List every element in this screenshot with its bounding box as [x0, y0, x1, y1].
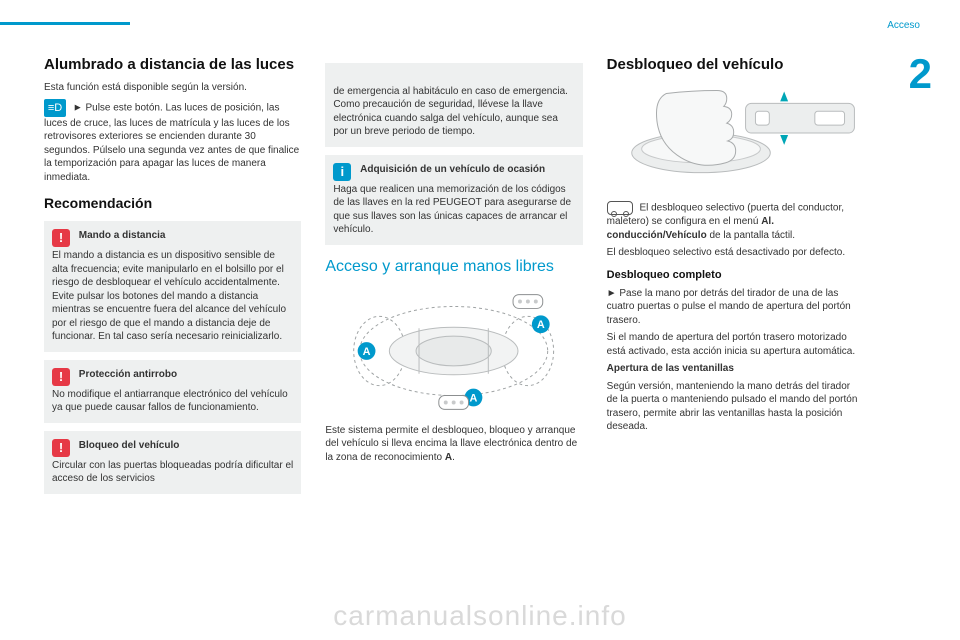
- column-2: de emergencia al habitáculo en caso de e…: [325, 55, 582, 502]
- warning-box-continued: de emergencia al habitáculo en caso de e…: [325, 63, 582, 147]
- infobox-title: Adquisición de un vehículo de ocasión: [360, 164, 545, 175]
- col1-intro: Esta función está disponible según la ve…: [44, 81, 301, 95]
- svg-text:A: A: [470, 392, 478, 404]
- caption-bold: A: [445, 452, 452, 463]
- col1-heading: Alumbrado a distancia de las luces: [44, 55, 301, 75]
- info-box-usedcar: i Adquisición de un vehículo de ocasión …: [325, 155, 582, 245]
- box1-title: Mando a distancia: [79, 230, 166, 241]
- col3-bold2: Apertura de las ventanillas: [607, 362, 864, 376]
- box1-body: El mando a distancia es un dispositivo s…: [52, 249, 293, 344]
- selective-unlock-para: El desbloqueo selectivo (puerta del cond…: [607, 201, 864, 242]
- box3-title: Bloqueo del vehículo: [79, 440, 180, 451]
- watermark-text: carmanualsonline.info: [0, 600, 960, 632]
- windows-opening-title: Apertura de las ventanillas: [607, 363, 734, 374]
- setting-text2: de la pantalla táctil.: [707, 230, 795, 241]
- svg-text:A: A: [537, 319, 545, 331]
- warning-box-antitheft: ! Protección antirrobo No modifique el a…: [44, 360, 301, 423]
- info-icon: i: [333, 163, 351, 181]
- col3-p2: Si el mando de apertura del portón trase…: [607, 331, 864, 358]
- column-1: Alumbrado a distancia de las luces Esta …: [44, 55, 301, 502]
- warning-icon: !: [52, 229, 70, 247]
- warning-icon: !: [52, 439, 70, 457]
- col1-icon-text: ► Pulse este botón. Las luces de posició…: [44, 102, 299, 182]
- top-accent-bar: [0, 22, 130, 25]
- col1-icon-para: ≡D ► Pulse este botón. Las luces de posi…: [44, 99, 301, 185]
- content-columns: Alumbrado a distancia de las luces Esta …: [44, 55, 864, 502]
- section-title-keyless: Acceso y arranque manos libres: [325, 257, 582, 276]
- setting-text1: El desbloqueo selectivo (puerta del cond…: [607, 203, 844, 228]
- col3-step: ► Pase la mano por detrás del tirador de…: [607, 287, 864, 328]
- keyless-zones-diagram: A A A: [325, 286, 582, 416]
- column-3: Desbloqueo del vehículo El desbloqueo se…: [607, 55, 864, 502]
- col1-subheading: Recomendación: [44, 194, 301, 213]
- keyless-caption: Este sistema permite el desbloqueo, bloq…: [325, 424, 582, 465]
- warning-box-lock: ! Bloqueo del vehículo Circular con las …: [44, 431, 301, 494]
- svg-text:A: A: [363, 346, 371, 358]
- infobox-body: Haga que realicen una memorización de lo…: [333, 183, 574, 237]
- car-icon: [607, 201, 633, 215]
- col3-p3: Según versión, manteniendo la mano detrá…: [607, 380, 864, 434]
- box2-title: Protección antirrobo: [79, 369, 177, 380]
- box2-body: No modifique el antiarranque electrónico…: [52, 388, 293, 415]
- door-handle-diagram: [607, 83, 864, 193]
- setting-text3: El desbloqueo selectivo está desactivado…: [607, 246, 864, 260]
- chapter-number: 2: [909, 50, 932, 98]
- header-section: Acceso: [887, 20, 920, 31]
- box3-body: Circular con las puertas bloqueadas podr…: [52, 459, 293, 486]
- col3-heading: Desbloqueo del vehículo: [607, 55, 864, 75]
- col3-subheading: Desbloqueo completo: [607, 268, 864, 283]
- caption-end: .: [452, 452, 455, 463]
- box-cont-body: de emergencia al habitáculo en caso de e…: [333, 86, 568, 138]
- warning-box-remote: ! Mando a distancia El mando a distancia…: [44, 221, 301, 352]
- warning-icon: !: [52, 368, 70, 386]
- headlight-icon: ≡D: [44, 99, 66, 117]
